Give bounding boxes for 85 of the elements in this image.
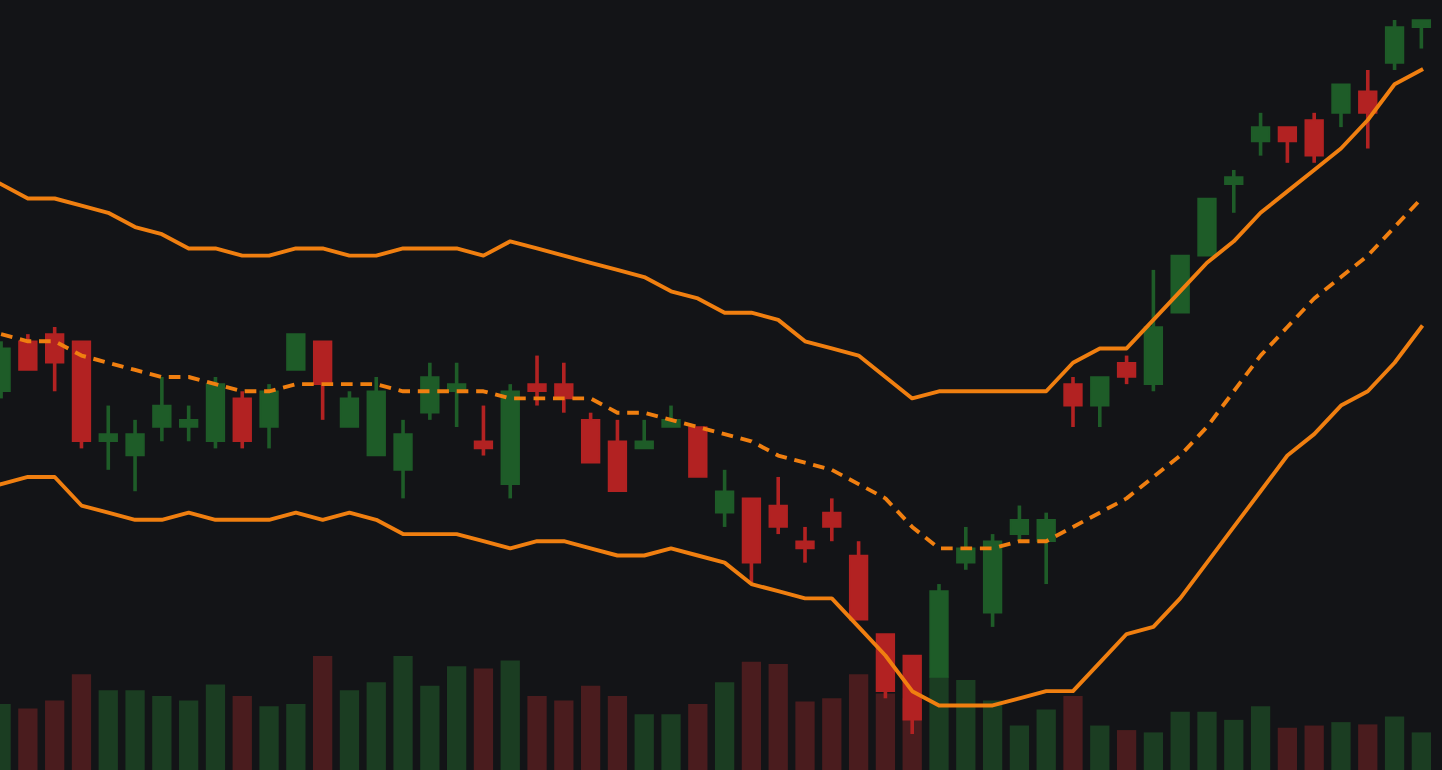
bar xyxy=(473,668,494,770)
bar xyxy=(848,674,869,770)
bar xyxy=(1197,711,1217,770)
bar xyxy=(634,714,654,770)
bar xyxy=(125,690,145,770)
bar xyxy=(71,674,92,770)
candlestick xyxy=(527,353,547,408)
bar xyxy=(286,703,306,770)
candlestick xyxy=(795,525,815,565)
bar xyxy=(45,700,65,770)
bar xyxy=(1304,725,1324,770)
bar xyxy=(554,700,574,770)
candlestick xyxy=(1116,353,1137,386)
bar xyxy=(1224,719,1244,770)
bar xyxy=(1331,722,1351,770)
bar xyxy=(1143,732,1164,770)
candlestick xyxy=(714,468,735,529)
bar xyxy=(18,708,38,770)
candlestick xyxy=(473,403,494,458)
bar xyxy=(1358,724,1378,770)
bar xyxy=(366,682,386,770)
candlestick xyxy=(1009,503,1030,544)
bar xyxy=(741,661,762,770)
bar xyxy=(1411,732,1432,770)
bar xyxy=(607,695,628,770)
candlestick xyxy=(152,375,172,444)
candlestick xyxy=(768,475,788,536)
bar xyxy=(1170,711,1190,770)
bar xyxy=(500,660,520,770)
bar xyxy=(1277,727,1298,770)
candlestick xyxy=(312,339,333,422)
candlestick xyxy=(420,360,440,422)
candlestick xyxy=(634,418,654,451)
candlestick xyxy=(554,360,574,415)
bar xyxy=(982,700,1003,770)
bar xyxy=(688,703,708,770)
bar xyxy=(1384,716,1405,770)
candlestick xyxy=(1358,68,1378,151)
bar xyxy=(795,701,815,770)
candlestick xyxy=(1090,375,1110,429)
bar xyxy=(259,706,279,770)
bar xyxy=(1116,730,1137,770)
candlestick xyxy=(1277,125,1298,165)
bar xyxy=(179,700,199,770)
bar xyxy=(1090,725,1110,770)
bar xyxy=(661,714,681,770)
candlestick xyxy=(1331,82,1351,129)
candlestick xyxy=(1304,111,1324,165)
bar xyxy=(527,695,547,770)
candlestick xyxy=(339,389,360,429)
candlestick xyxy=(286,333,306,371)
candlestick xyxy=(44,325,65,394)
candlestick xyxy=(1036,510,1056,586)
bar xyxy=(205,684,226,770)
bar xyxy=(580,685,601,770)
bar xyxy=(956,679,976,770)
candlestick xyxy=(580,410,601,465)
bar xyxy=(768,663,788,770)
bar xyxy=(232,695,252,770)
bar xyxy=(1063,695,1083,770)
candlestick xyxy=(178,403,199,444)
candlestick xyxy=(18,332,38,372)
bar xyxy=(339,690,360,770)
candlestick xyxy=(822,496,842,544)
candlestick xyxy=(98,403,118,472)
candlestick xyxy=(232,389,252,451)
bar xyxy=(420,685,440,770)
bar xyxy=(1036,709,1056,770)
bar xyxy=(446,666,467,770)
candlestick xyxy=(1411,18,1432,51)
bar xyxy=(822,698,842,770)
candlestick xyxy=(1250,111,1271,158)
candlestick xyxy=(125,418,145,494)
candlestick xyxy=(393,418,413,501)
bar xyxy=(313,656,333,770)
bar xyxy=(1250,706,1271,770)
bar xyxy=(1009,725,1030,770)
bar xyxy=(393,656,413,770)
candlestick xyxy=(1063,375,1083,429)
candlestick xyxy=(1224,168,1244,215)
bar xyxy=(714,682,735,770)
bar xyxy=(98,690,118,770)
candlestick xyxy=(1384,18,1405,72)
candlestick xyxy=(259,382,279,451)
bar xyxy=(152,695,172,770)
